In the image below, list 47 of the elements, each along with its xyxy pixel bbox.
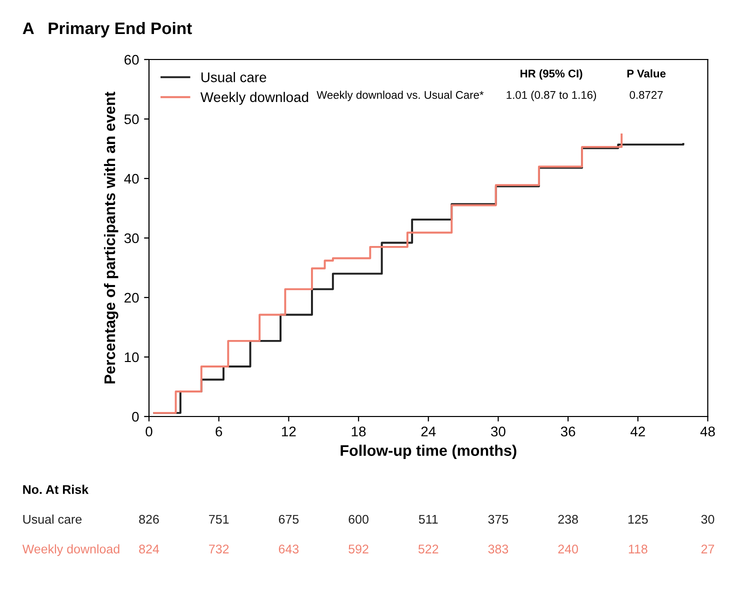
text: 675 [278, 514, 299, 524]
x-tick-label: 18 [352, 426, 366, 436]
x-tick-label: 6 [216, 426, 222, 436]
text: 240 [558, 544, 578, 554]
text: 826 [139, 514, 159, 524]
legend-label: Weekly download [200, 92, 308, 105]
x-tick-label: 30 [491, 426, 506, 436]
text: Weekly download [22, 544, 120, 556]
y-tick-label: 10 [124, 352, 139, 362]
text: 383 [488, 544, 508, 554]
annotation: 1.01 (0.87 to 1.16) [506, 90, 596, 102]
text: 824 [139, 544, 160, 554]
x-tick-label: 48 [700, 426, 715, 436]
y-tick-label: 60 [124, 54, 139, 65]
text: 643 [278, 544, 299, 554]
x-tick-label: 24 [421, 426, 436, 436]
text: 30 [701, 514, 714, 524]
text: 238 [558, 514, 578, 524]
annotation: Weekly download vs. Usual Care* [316, 90, 484, 102]
text: Usual care [23, 514, 82, 524]
y-tick-label: 40 [124, 174, 139, 184]
text: 375 [488, 514, 508, 524]
annotation: HR (95% CI) [520, 69, 582, 80]
y-axis-title: Percentage of participants with an event [104, 92, 118, 384]
x-tick-label: 12 [282, 426, 296, 436]
y-tick-label: 0 [132, 412, 139, 422]
x-tick-label: 0 [146, 426, 152, 436]
y-tick-label: 30 [124, 233, 139, 244]
y-tick-label: 20 [124, 292, 139, 303]
text: 600 [348, 514, 368, 524]
annotation: P Value [627, 69, 666, 78]
text: 732 [209, 544, 229, 554]
text: 118 [628, 544, 648, 554]
text: 511 [418, 515, 438, 524]
text: No. At Risk [23, 484, 89, 494]
x-tick-label: 36 [560, 426, 576, 436]
annotation: 0.8727 [630, 91, 663, 99]
text: 522 [418, 544, 438, 554]
x-axis-title: Follow-up time (months) [340, 444, 516, 459]
legend-label: Usual care [201, 72, 266, 82]
text: 125 [628, 514, 648, 524]
y-tick-label: 50 [124, 114, 139, 124]
x-tick-label: 42 [630, 426, 645, 436]
text: 27 [701, 544, 714, 554]
chart-title: A Primary End Point [22, 22, 192, 38]
text: 592 [348, 544, 368, 554]
text: 751 [209, 515, 229, 524]
